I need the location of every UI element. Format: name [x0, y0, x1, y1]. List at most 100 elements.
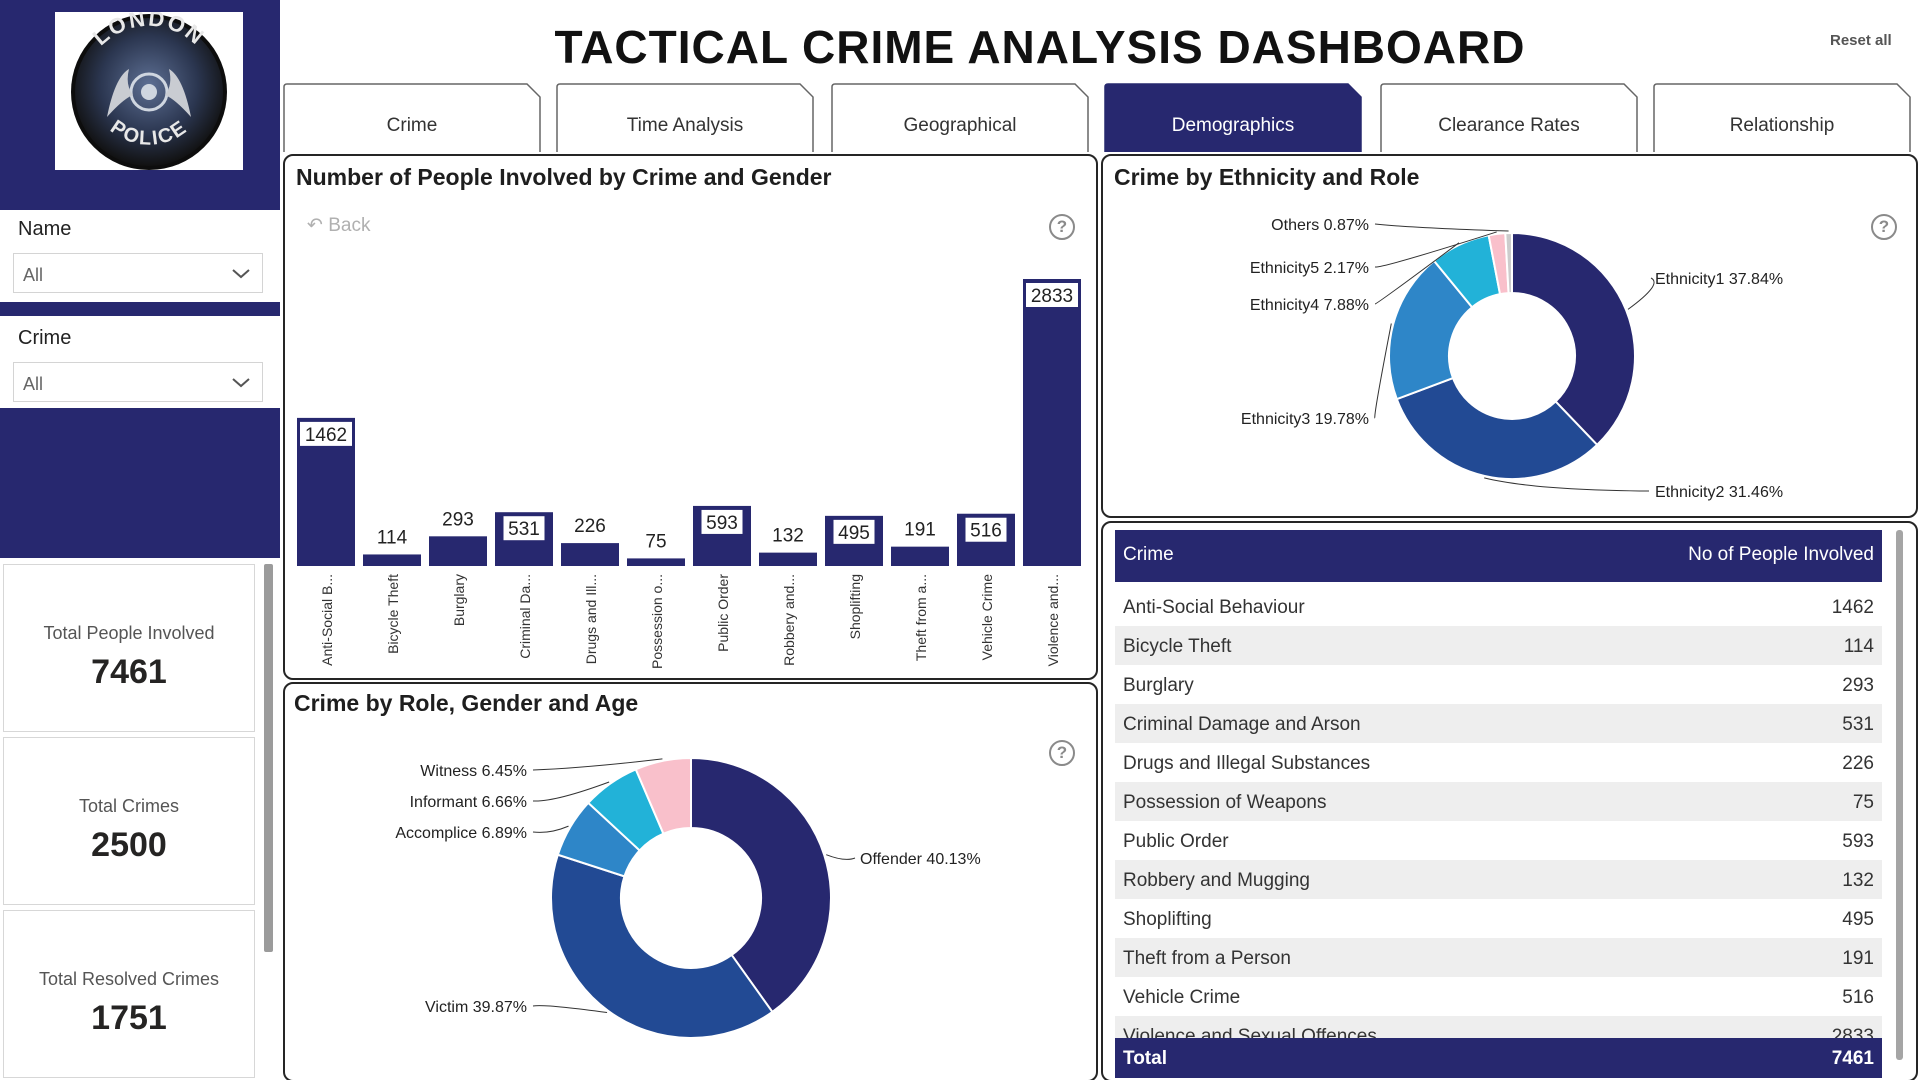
- kpi-label: Total People Involved: [43, 623, 215, 643]
- help-icon[interactable]: ?: [1049, 740, 1075, 766]
- tab-label: Geographical: [903, 115, 1017, 136]
- row-count: 1462: [1831, 597, 1874, 618]
- data-label-bg: [701, 509, 743, 534]
- bar-chart-title: Number of People Involved by Crime and G…: [296, 164, 832, 190]
- data-label-bg: [965, 517, 1007, 542]
- crime-filter-label: Crime: [18, 327, 72, 349]
- page-title: TACTICAL CRIME ANALYSIS DASHBOARD: [554, 21, 1526, 73]
- kpi-card-resolved: Total Resolved Crimes 1751: [3, 910, 255, 1078]
- bar[interactable]: [561, 543, 619, 566]
- help-icon[interactable]: ?: [1049, 214, 1075, 240]
- ethnicity-donut-chart: Ethnicity1 37.84% Ethnicity2 31.46% Ethnic…: [1241, 217, 1783, 501]
- leader-line: [532, 1005, 608, 1014]
- tab-demographics[interactable]: Demographics: [1104, 83, 1362, 153]
- table-row[interactable]: Burglary 293: [1115, 665, 1882, 704]
- row-crime: Theft from a Person: [1123, 948, 1291, 969]
- sidebar-scrollbar[interactable]: [264, 564, 273, 952]
- table-total-row: Total 7461: [1115, 1038, 1882, 1078]
- slice-label: Witness 6.45%: [420, 763, 527, 780]
- row-crime: Anti-Social Behaviour: [1123, 597, 1305, 618]
- row-count: 293: [1842, 675, 1874, 696]
- table-row[interactable]: Drugs and Illegal Substances 226: [1115, 743, 1882, 782]
- row-crime: Possession of Weapons: [1123, 792, 1327, 813]
- table-scrollbar[interactable]: [1896, 530, 1903, 1060]
- table-row[interactable]: Anti-Social Behaviour 1462: [1115, 587, 1882, 626]
- table-row[interactable]: Shoplifting 495: [1115, 899, 1882, 938]
- row-count: 593: [1842, 831, 1874, 852]
- tab-label: Demographics: [1171, 115, 1295, 136]
- slice-label: Ethnicity3 19.78%: [1241, 411, 1369, 428]
- slice-label: Ethnicity1 37.84%: [1655, 271, 1783, 288]
- slice-label: Accomplice 6.89%: [395, 825, 527, 842]
- data-label: 114: [377, 527, 408, 548]
- crime-filter-value: All: [23, 374, 44, 394]
- x-tick-label: Criminal Da...: [517, 574, 533, 659]
- tab-crime[interactable]: Crime: [283, 83, 541, 153]
- name-filter-dropdown[interactable]: All: [13, 253, 263, 293]
- tab-geographical[interactable]: Geographical: [831, 83, 1089, 153]
- table-row[interactable]: Robbery and Mugging 132: [1115, 860, 1882, 899]
- table-header: Crime No of People Involved: [1115, 530, 1882, 582]
- row-crime: Criminal Damage and Arson: [1123, 714, 1361, 735]
- ethnicity-chart-title: Crime by Ethnicity and Role: [1114, 164, 1420, 190]
- x-tick-label: Drugs and Ill...: [583, 574, 599, 664]
- row-count: 191: [1842, 948, 1874, 969]
- leader-line: [1627, 277, 1655, 310]
- donut-slice[interactable]: [1395, 376, 1599, 480]
- kpi-card-people: Total People Involved 7461: [3, 564, 255, 732]
- row-crime: Public Order: [1123, 831, 1229, 852]
- tab-label: Relationship: [1729, 115, 1835, 136]
- role-donut-chart: Offender 40.13% Victim 39.87% Accomplice 6…: [395, 756, 981, 1039]
- data-label-bg: [833, 519, 875, 544]
- x-tick-label: Burglary: [451, 574, 467, 626]
- leader-line: [1484, 477, 1650, 492]
- table-row[interactable]: Public Order 593: [1115, 821, 1882, 860]
- table-row[interactable]: Vehicle Crime 516: [1115, 977, 1882, 1016]
- data-label-bg: [300, 421, 352, 446]
- bar-chart-panel: Number of People Involved by Crime and G…: [283, 154, 1098, 680]
- table-row[interactable]: Violence and Sexual Offences 2833: [1115, 1016, 1882, 1042]
- back-button[interactable]: ↶ Back: [307, 214, 370, 237]
- tab-time-analysis[interactable]: Time Analysis: [556, 83, 814, 153]
- column-header-count[interactable]: No of People Involved: [1688, 544, 1874, 565]
- bar[interactable]: [363, 554, 421, 566]
- column-header-crime[interactable]: Crime: [1123, 544, 1174, 565]
- tab-label: Clearance Rates: [1438, 115, 1580, 136]
- bar[interactable]: [627, 558, 685, 566]
- donut-slice[interactable]: [634, 756, 692, 835]
- sidebar-block: [0, 408, 280, 558]
- bar[interactable]: [891, 546, 949, 566]
- leader-line: [1374, 223, 1509, 232]
- name-filter-value: All: [23, 265, 44, 285]
- donut-slice[interactable]: [690, 756, 832, 1014]
- table-row[interactable]: Possession of Weapons 75: [1115, 782, 1882, 821]
- bar[interactable]: [429, 536, 487, 566]
- kpi-card-crimes: Total Crimes 2500: [3, 737, 255, 905]
- role-chart-title: Crime by Role, Gender and Age: [294, 690, 639, 716]
- slice-label: Others 0.87%: [1271, 217, 1369, 234]
- help-icon[interactable]: ?: [1871, 214, 1897, 240]
- kpi-value: 1751: [91, 999, 167, 1037]
- data-label: 593: [706, 513, 738, 534]
- bar[interactable]: [1023, 279, 1081, 566]
- crime-filter-dropdown[interactable]: All: [13, 362, 263, 402]
- leader-line: [1374, 231, 1497, 268]
- data-label: 226: [574, 516, 606, 537]
- table-row[interactable]: Theft from a Person 191: [1115, 938, 1882, 977]
- donut-slice[interactable]: [1511, 231, 1636, 447]
- tab-clearance-rates[interactable]: Clearance Rates: [1380, 83, 1638, 153]
- table-row[interactable]: Bicycle Theft 114: [1115, 626, 1882, 665]
- tab-relationship[interactable]: Relationship: [1653, 83, 1911, 153]
- donut-slice[interactable]: [550, 853, 774, 1039]
- table-row[interactable]: Criminal Damage and Arson 531: [1115, 704, 1882, 743]
- leader-line: [1374, 323, 1392, 419]
- name-filter-label: Name: [18, 218, 72, 240]
- slice-label: Ethnicity2 31.46%: [1655, 484, 1783, 501]
- data-label: 293: [442, 509, 474, 530]
- donut-slice[interactable]: [1504, 231, 1513, 295]
- bar[interactable]: [759, 552, 817, 566]
- data-label: 132: [772, 526, 804, 547]
- row-count: 226: [1842, 753, 1874, 774]
- x-tick-label: Shoplifting: [847, 574, 863, 639]
- reset-all-button[interactable]: Reset all: [1830, 32, 1892, 49]
